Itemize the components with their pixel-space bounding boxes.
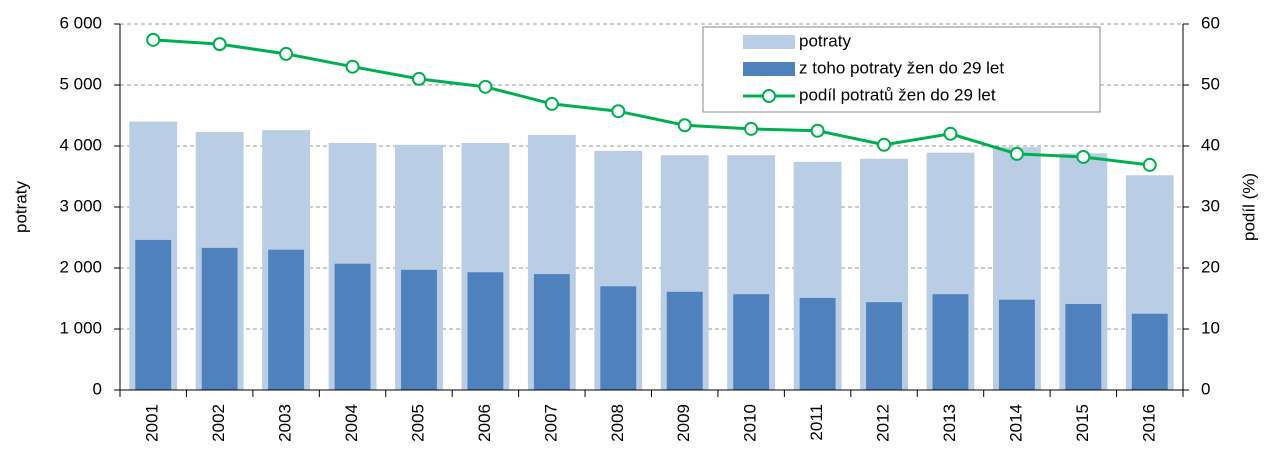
y2-tick-label: 60 bbox=[1201, 13, 1220, 32]
x-tick-label: 2002 bbox=[209, 404, 228, 442]
y-tick-label: 4 000 bbox=[59, 135, 102, 154]
x-tick-label: 2016 bbox=[1139, 404, 1158, 442]
bar bbox=[998, 299, 1035, 390]
y-tick-label: 6 000 bbox=[59, 13, 102, 32]
bar bbox=[268, 249, 305, 390]
marker bbox=[1009, 146, 1024, 161]
x-tick-label: 2003 bbox=[276, 404, 295, 442]
marker bbox=[411, 71, 426, 86]
bar bbox=[866, 302, 902, 390]
bar bbox=[733, 294, 770, 390]
legend: potraty z toho potraty žen do 29 let podíl… bbox=[702, 26, 1101, 113]
x-tick-label: 2005 bbox=[408, 404, 427, 442]
x-tick-label: 2010 bbox=[741, 404, 760, 442]
x-tick-label: 2004 bbox=[342, 404, 361, 442]
y2-tick-label: 30 bbox=[1201, 196, 1220, 215]
bar bbox=[533, 274, 570, 390]
legend-label: podíl potratů žen do 29 let bbox=[799, 85, 996, 104]
bar bbox=[666, 291, 703, 390]
x-tick-label: 2014 bbox=[1006, 404, 1025, 442]
marker bbox=[544, 96, 559, 111]
x-tick-label: 2012 bbox=[874, 404, 893, 442]
marker bbox=[345, 59, 360, 74]
legend-label: z toho potraty žen do 29 let bbox=[799, 58, 1004, 77]
marker bbox=[943, 126, 958, 141]
y2-tick-label: 10 bbox=[1201, 318, 1220, 337]
bar bbox=[1065, 303, 1102, 390]
marker bbox=[611, 104, 626, 119]
x-tick-label: 2013 bbox=[940, 404, 959, 442]
y-tick-label: 2 000 bbox=[59, 257, 102, 276]
x-tick-label: 2006 bbox=[475, 404, 494, 442]
y2-axis-label: podíl (%) bbox=[1239, 173, 1258, 241]
marker bbox=[478, 79, 493, 94]
marker bbox=[877, 137, 892, 152]
legend-label: potraty bbox=[799, 31, 851, 50]
y2-tick-label: 20 bbox=[1201, 257, 1220, 276]
y2-tick-label: 0 bbox=[1201, 379, 1210, 398]
y2-tick-label: 50 bbox=[1201, 74, 1220, 93]
y-axis-label: potraty bbox=[11, 181, 30, 233]
bar bbox=[600, 286, 637, 390]
bar bbox=[401, 269, 437, 390]
bar bbox=[932, 294, 969, 390]
x-tick-label: 2015 bbox=[1073, 404, 1092, 442]
bar bbox=[334, 263, 371, 390]
x-tick-label: 2008 bbox=[608, 404, 627, 442]
bar bbox=[135, 239, 172, 390]
x-tick-label: 2009 bbox=[674, 404, 693, 442]
marker bbox=[677, 118, 692, 133]
marker bbox=[146, 32, 161, 47]
marker bbox=[1076, 149, 1091, 164]
legend-swatch bbox=[743, 62, 795, 76]
legend-swatch bbox=[743, 35, 795, 49]
bar bbox=[799, 297, 836, 390]
marker bbox=[1142, 157, 1157, 172]
y-tick-label: 0 bbox=[93, 379, 102, 398]
x-tick-label: 2007 bbox=[541, 404, 560, 442]
x-tick-label: 2001 bbox=[143, 404, 162, 442]
legend-marker bbox=[762, 89, 776, 103]
marker bbox=[212, 37, 227, 52]
bar bbox=[467, 272, 504, 390]
y-tick-label: 5 000 bbox=[59, 74, 102, 93]
marker bbox=[744, 121, 759, 136]
y2-tick-label: 40 bbox=[1201, 135, 1220, 154]
bar bbox=[1131, 313, 1168, 390]
y-tick-label: 3 000 bbox=[59, 196, 102, 215]
marker bbox=[279, 46, 294, 61]
bar bbox=[201, 247, 238, 390]
line bbox=[153, 38, 1150, 167]
x-tick-label: 2011 bbox=[807, 404, 826, 441]
marker bbox=[810, 123, 825, 138]
y-tick-label: 1 000 bbox=[59, 318, 102, 337]
